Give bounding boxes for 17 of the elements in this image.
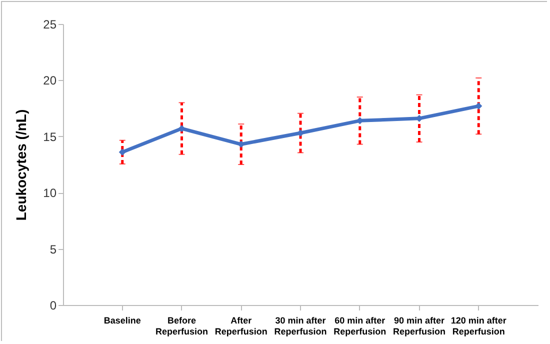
x-tick-label: 120 min after Reperfusion — [450, 316, 507, 336]
y-tick-label: 15 — [43, 130, 57, 144]
y-tick-label: 10 — [43, 186, 57, 200]
point — [118, 148, 126, 156]
y-axis-title: Leukocytes (/nL) — [13, 109, 30, 221]
x-tick-label: 60 min after Reperfusion — [334, 316, 386, 336]
x-tick-label: Before Reperfusion — [155, 316, 208, 336]
x-tick-label: 90 min after Reperfusion — [392, 316, 446, 336]
point — [475, 102, 482, 110]
x-tick-label: After Reperfusion — [214, 316, 268, 336]
y-tick-label: 5 — [50, 242, 57, 256]
y-tick-label: 0 — [50, 298, 57, 312]
y-tick-label: 20 — [43, 74, 57, 88]
point — [178, 124, 186, 132]
x-tick-label: 30 min after Reperfusion — [274, 316, 327, 336]
y-tick-label: 25 — [43, 18, 57, 32]
x-tick-label: Baseline — [104, 316, 141, 326]
